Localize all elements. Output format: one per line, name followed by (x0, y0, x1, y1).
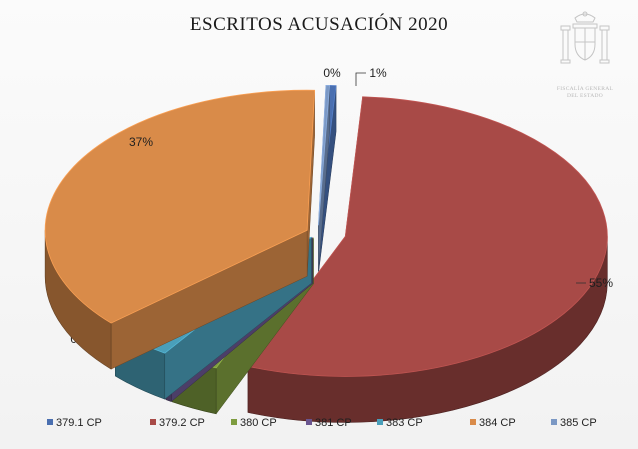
legend-item: 380 CP (231, 417, 277, 429)
legend-label: 379.1 CP (56, 417, 102, 429)
legend-item: 379.2 CP (150, 417, 205, 429)
label-leader-line (355, 72, 366, 86)
legend-swatch (551, 419, 557, 425)
legend-swatch (306, 419, 312, 425)
legend-swatch (231, 419, 237, 425)
legend: 379.1 CP 379.2 CP 380 CP 381 CP 383 CP 384 CP… (47, 417, 597, 429)
slice-top (318, 84, 331, 226)
chart-title: ESCRITOS ACUSACIÓN 2020 (189, 14, 449, 35)
coat-of-arms-icon (560, 11, 610, 64)
pie-slice-385-cp: 0% (318, 66, 341, 272)
legend-item: 381 CP (306, 417, 352, 429)
legend-label: 383 CP (386, 417, 423, 429)
legend-label: 380 CP (240, 417, 277, 429)
slice-top (247, 96, 608, 377)
data-label: 1% (369, 66, 387, 80)
legend-item: 383 CP (377, 417, 423, 429)
emblem-caption-1: FISCALÍA GENERAL (557, 84, 614, 92)
legend-label: 384 CP (479, 417, 516, 429)
slice-top (44, 89, 316, 324)
data-label: 37% (129, 135, 153, 149)
pie-slice-384-cp: 37% (44, 89, 316, 370)
data-label: 55% (589, 276, 613, 290)
legend-item: 379.1 CP (47, 417, 102, 429)
emblem-caption-2: DEL ESTADO (567, 93, 603, 99)
legend-swatch (377, 419, 383, 425)
legend-label: 381 CP (315, 417, 352, 429)
legend-label: 385 CP (560, 417, 597, 429)
legend-item: 385 CP (551, 417, 597, 429)
legend-swatch (150, 419, 156, 425)
data-label: 0% (323, 66, 341, 80)
pie-slice-379-2-cp: 55% (247, 96, 613, 423)
legend-item: 384 CP (470, 417, 516, 429)
legend-label: 379.2 CP (159, 417, 205, 429)
legend-swatch (470, 419, 476, 425)
legend-swatch (47, 419, 53, 425)
